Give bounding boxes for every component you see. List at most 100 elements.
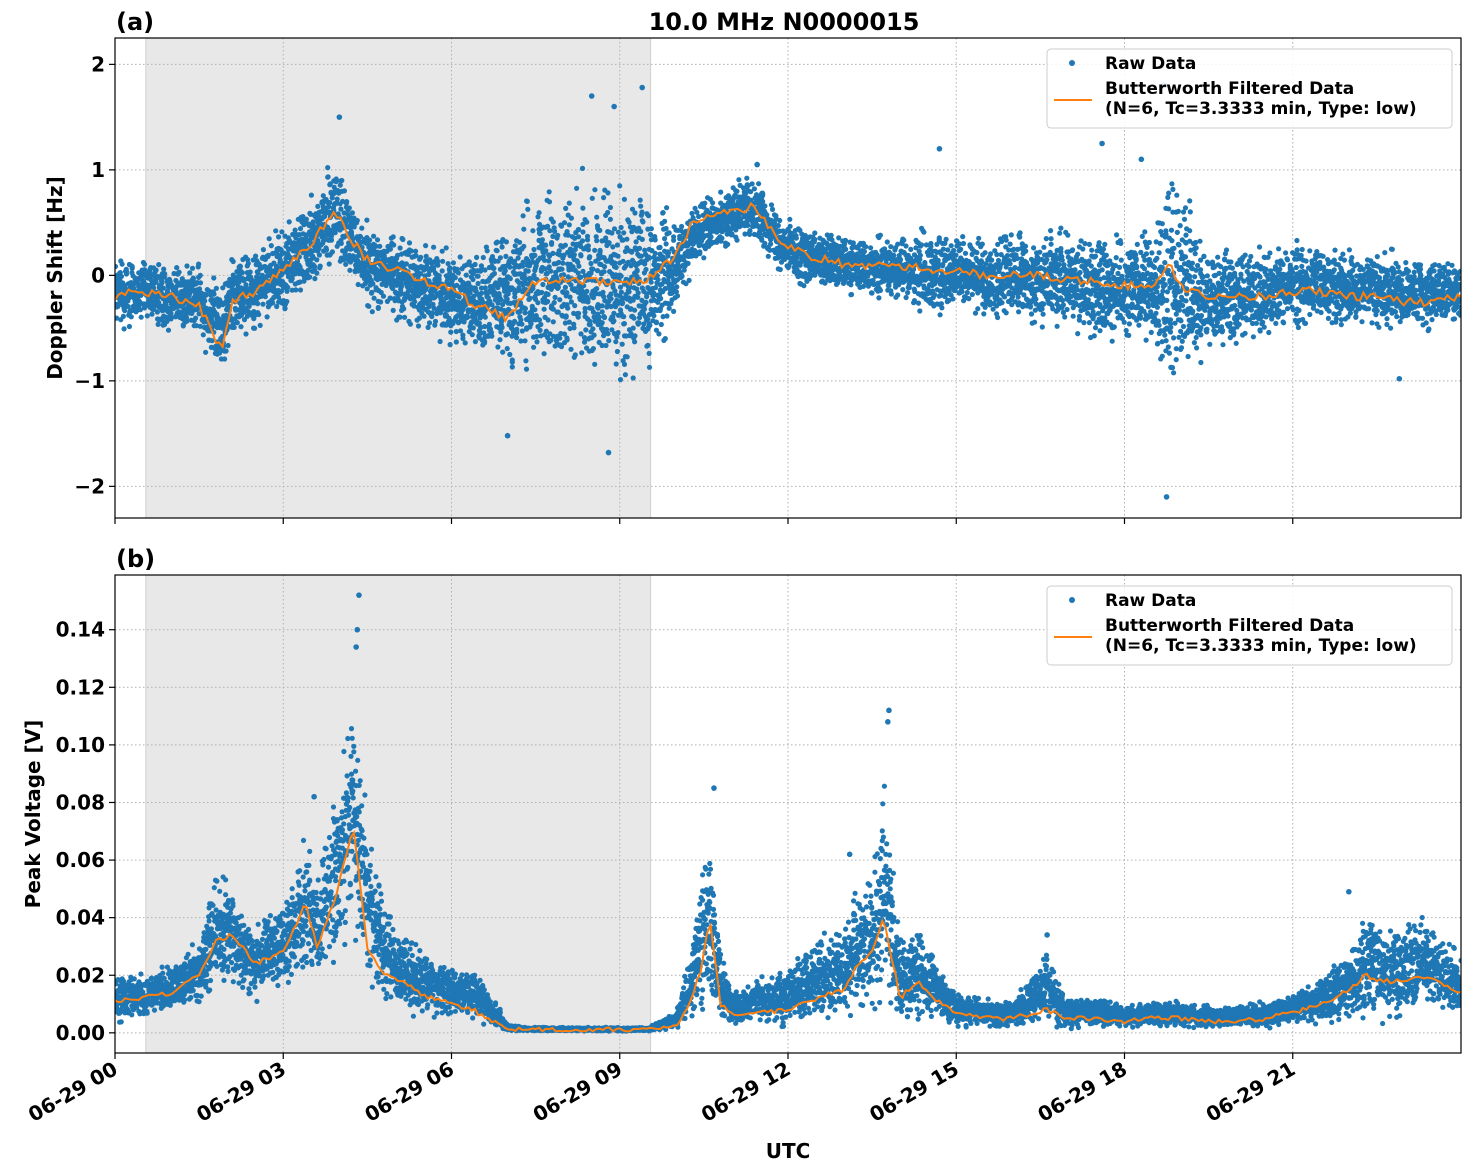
- raw-data-point: [660, 210, 666, 216]
- raw-data-point: [877, 287, 884, 293]
- raw-data-point: [576, 263, 582, 269]
- raw-data-point: [962, 250, 969, 256]
- raw-data-point: [259, 272, 265, 278]
- raw-data-point: [504, 331, 511, 337]
- raw-data-point: [842, 238, 849, 244]
- raw-data-point: [571, 252, 577, 258]
- raw-data-point: [900, 287, 906, 293]
- raw-data-point: [439, 268, 445, 274]
- raw-data-point: [582, 305, 588, 312]
- raw-data-point: [500, 349, 506, 355]
- raw-data-point: [209, 338, 215, 344]
- raw-data-point: [412, 299, 418, 305]
- raw-data-point: [391, 242, 397, 248]
- raw-data-point: [725, 241, 731, 247]
- raw-data-point: [443, 245, 449, 251]
- raw-data-point: [656, 331, 662, 337]
- raw-data-point: [611, 310, 617, 316]
- raw-data-point: [380, 293, 387, 299]
- raw-data-point: [584, 288, 590, 294]
- raw-data-point: [537, 231, 543, 237]
- raw-data-point: [905, 290, 911, 296]
- raw-data-point: [327, 181, 333, 187]
- raw-data-point: [769, 206, 776, 212]
- raw-data-point: [119, 261, 125, 267]
- raw-data-point: [129, 263, 135, 270]
- raw-data-point: [325, 224, 331, 231]
- raw-data-point: [448, 329, 454, 335]
- raw-data-point: [220, 285, 226, 291]
- raw-data-point: [612, 260, 618, 266]
- raw-data-point: [315, 203, 321, 209]
- raw-data-point: [463, 272, 469, 278]
- raw-data-point: [928, 244, 934, 250]
- raw-data-point: [651, 313, 657, 319]
- raw-data-point: [211, 275, 217, 281]
- raw-data-point: [131, 285, 137, 291]
- raw-data-point: [611, 226, 618, 232]
- raw-data-point: [536, 210, 542, 216]
- raw-data-point: [621, 361, 628, 367]
- raw-data-point: [868, 245, 874, 251]
- raw-data-point: [147, 270, 153, 276]
- raw-data-point: [197, 280, 204, 286]
- raw-data-point: [760, 198, 766, 205]
- raw-data-point: [557, 297, 563, 303]
- raw-data-point: [550, 219, 556, 225]
- raw-data-point: [435, 258, 441, 264]
- raw-data-point: [196, 286, 203, 292]
- raw-data-point: [607, 204, 614, 211]
- raw-data-point: [658, 321, 664, 328]
- raw-data-point: [371, 295, 377, 301]
- raw-data-point: [378, 299, 384, 305]
- raw-data-point: [762, 203, 768, 209]
- raw-data-point: [686, 277, 692, 283]
- raw-data-point: [364, 286, 370, 292]
- raw-data-point: [897, 257, 904, 263]
- raw-data-point: [470, 325, 476, 331]
- raw-data-point: [329, 249, 335, 255]
- raw-data-point: [397, 245, 403, 251]
- raw-data-point: [453, 339, 459, 345]
- raw-data-point: [325, 174, 331, 180]
- raw-data-point: [325, 165, 331, 171]
- raw-data-point: [213, 285, 219, 291]
- raw-data-point: [279, 229, 285, 235]
- raw-data-point: [632, 339, 638, 345]
- raw-data-point: [265, 252, 271, 258]
- raw-data-point: [645, 342, 651, 348]
- raw-data-point: [223, 348, 229, 354]
- raw-data-point: [327, 200, 333, 206]
- raw-data-point: [644, 294, 650, 300]
- raw-data-point: [903, 243, 909, 249]
- raw-data-point: [514, 335, 520, 341]
- raw-data-point: [734, 237, 740, 243]
- raw-data-point: [455, 270, 461, 276]
- raw-data-point: [347, 259, 354, 265]
- raw-data-point: [531, 246, 537, 253]
- raw-data-point: [378, 289, 384, 296]
- raw-data-point: [541, 306, 547, 312]
- raw-data-point: [252, 325, 258, 331]
- raw-data-point: [290, 231, 296, 238]
- raw-data-point: [168, 310, 174, 317]
- raw-data-point: [498, 329, 504, 335]
- raw-data-point: [255, 270, 261, 276]
- raw-data-point: [328, 237, 335, 243]
- raw-data-point: [504, 346, 510, 352]
- raw-data-point: [932, 292, 938, 298]
- raw-data-point: [525, 268, 531, 274]
- raw-data-point: [491, 265, 497, 271]
- raw-data-point: [338, 240, 344, 246]
- raw-data-point: [622, 372, 629, 378]
- raw-data-point: [918, 242, 925, 248]
- raw-data-point: [937, 312, 943, 318]
- raw-data-point: [260, 301, 266, 307]
- raw-data-point: [320, 193, 326, 199]
- raw-data-point: [120, 313, 126, 319]
- raw-data-point: [674, 284, 680, 290]
- raw-data-point: [482, 267, 488, 273]
- raw-data-point: [589, 195, 595, 201]
- raw-data-point: [326, 204, 332, 210]
- raw-data-point: [447, 342, 453, 348]
